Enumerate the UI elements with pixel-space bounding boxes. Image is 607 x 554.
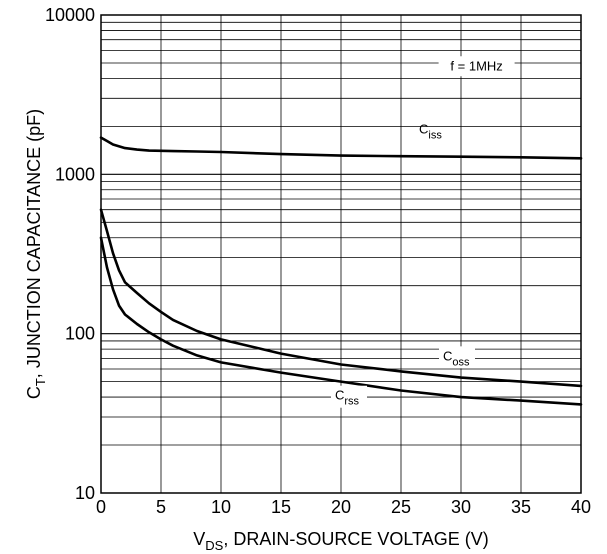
crss-line <box>99 236 583 406</box>
x-axis-label: VDS, DRAIN-SOURCE VOLTAGE (V) <box>193 529 488 553</box>
x-tick-label: 10 <box>211 497 231 517</box>
x-tick-label: 20 <box>331 497 351 517</box>
frequency-annotation: f = 1MHz <box>438 56 515 77</box>
x-tick-label: 0 <box>96 497 106 517</box>
crss-label-bg <box>331 385 367 408</box>
x-tick-label: 5 <box>156 497 166 517</box>
x-tick-label: 15 <box>271 497 291 517</box>
crss-label-group: Crss <box>331 385 367 408</box>
series-labels: Ciss Coss Crss <box>331 122 475 408</box>
y-tick-label: 100 <box>65 324 95 344</box>
coss-label-bg <box>439 346 475 369</box>
coss-line <box>99 208 583 388</box>
x-tick-label: 25 <box>391 497 411 517</box>
x-tick-label: 40 <box>571 497 591 517</box>
x-tick-label: 30 <box>451 497 471 517</box>
tick-labels: 0 5 10 15 20 25 30 35 40 10 100 1000 10000 <box>45 5 591 517</box>
grid-lines <box>101 15 581 493</box>
y-axis-label: CT, JUNCTION CAPACITANCE (pF) <box>24 109 48 399</box>
x-tick-label: 35 <box>511 497 531 517</box>
frequency-annotation-text: f = 1MHz <box>450 58 502 73</box>
ciss-label-group: Ciss <box>419 122 442 142</box>
ciss-line <box>99 136 583 160</box>
ciss-label: Ciss <box>419 122 442 142</box>
y-tick-label: 1000 <box>55 164 95 184</box>
crss-label: Crss <box>335 388 360 408</box>
coss-label-group: Coss <box>439 346 475 369</box>
y-tick-label: 10 <box>75 483 95 503</box>
series-layer <box>99 136 583 406</box>
plot-frame <box>100 14 582 494</box>
y-tick-label: 10000 <box>45 5 95 25</box>
coss-label: Coss <box>443 348 470 368</box>
